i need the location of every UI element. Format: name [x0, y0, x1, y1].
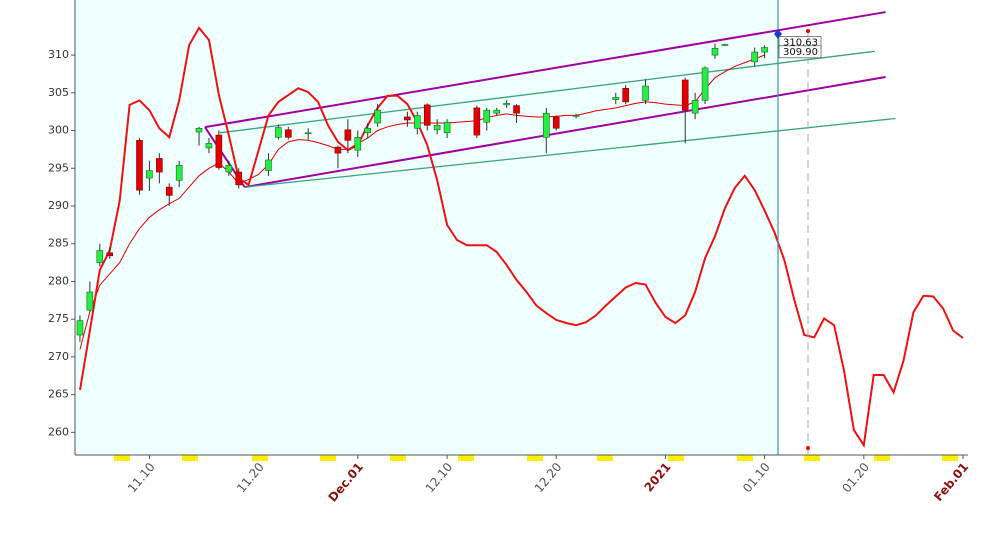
candle-body: [433, 124, 441, 131]
candle-body: [572, 115, 580, 117]
candle-body: [285, 129, 292, 138]
channel-line: [204, 11, 886, 129]
candle-body: [225, 164, 233, 173]
candle-body: [215, 134, 223, 168]
candle-body: [691, 100, 699, 114]
candle-body: [364, 127, 372, 134]
candle-body: [76, 320, 84, 336]
candle-body: [334, 146, 342, 154]
candle-body: [701, 67, 709, 101]
x-tick-label: Dec.01: [325, 460, 366, 505]
y-tick-label: 265: [48, 388, 69, 401]
candle-body: [503, 103, 510, 106]
x-tick-label: 12.10: [423, 460, 456, 495]
candle-body: [612, 97, 620, 100]
y-tick-label: 290: [48, 199, 69, 212]
candle-body: [443, 121, 451, 134]
candle-body: [146, 170, 153, 179]
plot-shade: [75, 0, 778, 455]
y-tick-label: 305: [48, 86, 69, 99]
candle-body: [205, 143, 213, 149]
candle-body: [96, 250, 104, 263]
channel-line: [244, 75, 886, 189]
candle-body: [195, 127, 203, 133]
candle-body: [711, 47, 719, 56]
y-tick-label: 270: [48, 350, 69, 363]
candle-body: [761, 47, 768, 53]
candle-body: [423, 104, 431, 126]
candle-body: [513, 105, 520, 114]
candle-body: [374, 109, 381, 124]
x-tick-label: 01.10: [740, 460, 773, 495]
candle-body: [721, 44, 729, 46]
candle-body: [543, 112, 550, 138]
x-tick-label: 11.20: [234, 460, 267, 495]
candle-body: [493, 109, 500, 114]
candle-body: [136, 140, 143, 191]
candle-body: [552, 116, 560, 129]
candle-body: [751, 51, 758, 63]
candle-body: [304, 132, 312, 135]
candle-body: [354, 137, 362, 151]
x-tick-label: 2021: [641, 460, 673, 495]
channel-line: [244, 117, 896, 188]
price-label: 309.90: [783, 47, 818, 58]
candle-body: [642, 85, 649, 101]
candle-body: [344, 129, 352, 141]
y-tick-label: 295: [48, 161, 69, 174]
candles: [76, 43, 768, 342]
candle-body: [275, 127, 282, 138]
y-tick-label: 275: [48, 312, 69, 325]
price-label-box: [778, 45, 822, 59]
line-series: [79, 26, 964, 448]
candle-body: [404, 116, 411, 121]
y-tick-label: 285: [48, 237, 69, 250]
candle-body: [622, 87, 629, 103]
marker-dot: [806, 446, 810, 450]
channel-line: [219, 50, 875, 134]
line-series: [79, 54, 765, 350]
price-label: 310.63: [783, 37, 818, 48]
y-tick-label: 260: [48, 425, 69, 438]
candle-body: [175, 164, 183, 181]
candle-body: [165, 186, 173, 196]
candle-body: [681, 79, 689, 111]
candle-body: [156, 158, 163, 173]
weekend-markers: [114, 455, 958, 461]
x-tick-label: 12.20: [532, 460, 565, 495]
y-tick-label: 310: [48, 48, 69, 61]
candle-body: [106, 252, 114, 257]
y-tick-label: 280: [48, 274, 69, 287]
marker-dot: [806, 29, 810, 33]
x-tick-label: 01.20: [839, 460, 872, 495]
candle-body: [235, 171, 243, 186]
x-tick-label: Feb.01: [931, 460, 971, 504]
candle-body: [265, 159, 272, 171]
candle-body: [414, 115, 421, 129]
candle-body: [473, 107, 481, 136]
candle-body: [483, 109, 491, 123]
y-tick-label: 300: [48, 124, 69, 137]
x-tick-label: 11.10: [125, 460, 158, 495]
candle-body: [86, 291, 94, 311]
